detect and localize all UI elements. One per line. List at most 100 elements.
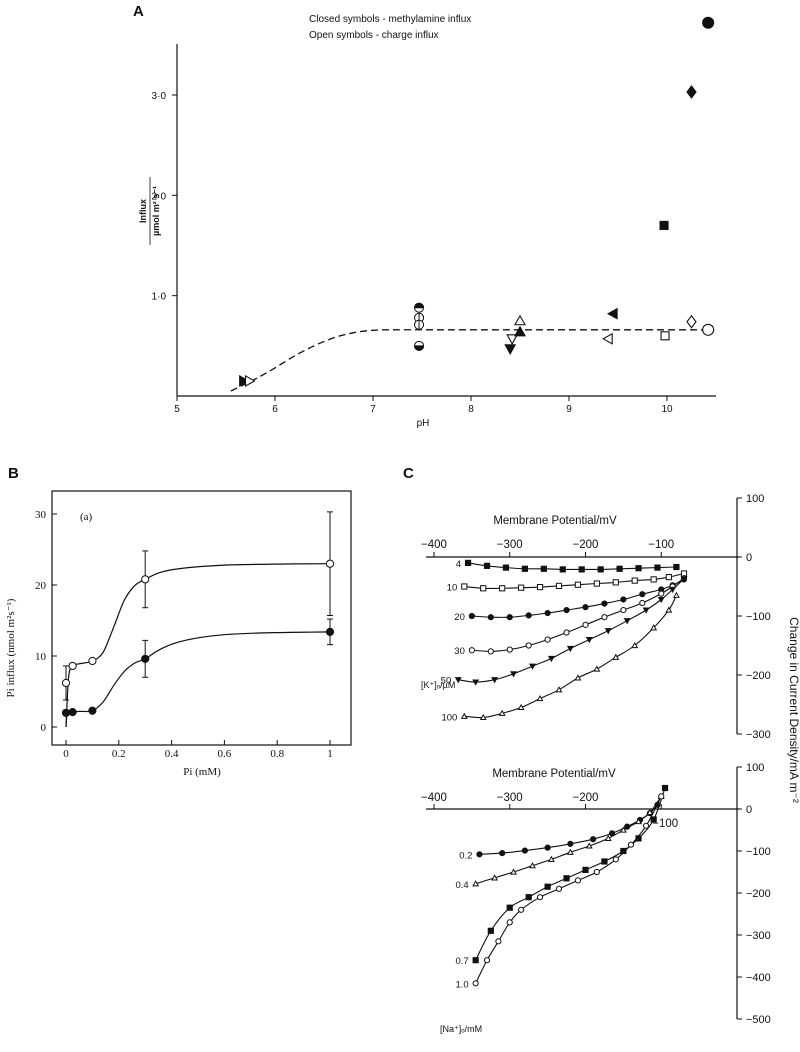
panel-c-bottom-data-point <box>529 862 536 869</box>
panel-b-x-tick-label: 0 <box>63 748 69 760</box>
panel-c-top-data-point <box>582 621 589 628</box>
panel-c-bottom-series-line <box>475 787 666 961</box>
panel-c-bottom-data-point <box>582 866 589 873</box>
panel-c-top-data-point <box>582 604 589 611</box>
panel-c-bottom-data-point <box>544 883 551 890</box>
panel-a-point <box>659 220 669 230</box>
panel-c-top-data-point <box>650 576 657 583</box>
panel-c-bottom-data-point <box>472 880 480 887</box>
panel-c-bottom-data-point <box>491 874 499 881</box>
panel-c-top-data-point <box>612 579 619 586</box>
panel-c-top-data-point <box>464 559 472 566</box>
panel-c-top-data-point <box>620 607 627 614</box>
panel-c-top-data-point <box>631 641 639 649</box>
panel-c-top-data-point <box>536 583 544 591</box>
panel-c-top-data-point <box>665 606 673 613</box>
panel-c-top-data-point <box>529 663 536 670</box>
panel-c-bottom-y-tick-label: −100 <box>746 846 771 858</box>
panel-c-top-data-point <box>521 565 528 572</box>
panel-c-bottom-data-point <box>536 894 544 901</box>
panel-c-top-plot-area: −400 −300 −200 −100 100 0 −100 −200 −300 4 10 20 30 5… <box>421 493 771 741</box>
panel-c-bottom-data-point <box>495 938 502 945</box>
panel-c-top-y-tick-label: −100 <box>746 611 771 623</box>
panel-c-top-data-point <box>616 565 623 572</box>
panel-c-top-series-name: 10 <box>447 583 458 594</box>
panel-c-bottom-data-point <box>555 885 563 892</box>
panel-c-top-data-point <box>601 600 608 607</box>
panel-c-bottom-y-tick-label: −300 <box>746 930 771 942</box>
panel-c-top-data-point <box>499 585 506 592</box>
panel-c-bottom-data-point <box>472 980 479 987</box>
panel-c-top-series-label: [K⁺]ₒ/µM <box>421 680 455 690</box>
panel-c-bottom-data-point <box>483 957 491 964</box>
panel-c-top-data-point <box>593 665 601 672</box>
panel-c-top-data-point <box>612 653 620 660</box>
panel-c-bottom-data-point <box>525 894 532 901</box>
panel-a-x-tick-label: 9 <box>566 404 572 415</box>
panel-a-point <box>239 375 250 387</box>
panel-b-annotation: (a) <box>80 511 93 523</box>
panel-a-y-tick-label: 2·0 <box>152 191 167 202</box>
panel-c-bottom-data-point <box>521 847 529 854</box>
panel-a-point <box>506 334 519 345</box>
panel-c-top-data-point <box>479 713 487 721</box>
panel-c-bottom-data-point <box>619 826 627 833</box>
panel-c-top-data-point <box>631 577 638 584</box>
panel-c-top-data-point <box>574 674 582 681</box>
panel-c-top-data-point <box>487 648 494 655</box>
panel-c: C Membrane Potential/mV −400 −300 −200 −100… <box>403 465 800 1034</box>
panel-c-top-y-tick-label: 0 <box>746 552 752 564</box>
panel-c-top-data-point <box>639 599 646 607</box>
panel-b-y-axis-label: Pi influx (nmol m²s⁻¹) <box>5 598 17 697</box>
panel-c-top-data-point <box>506 614 513 621</box>
panel-a-x-tick-label: 6 <box>272 404 278 415</box>
panel-a-point <box>514 325 526 337</box>
panel-c-top-data-point <box>566 645 574 653</box>
panel-c-top-data-point <box>510 671 517 678</box>
panel-c-top-data-point <box>578 566 585 573</box>
panel-c-top-data-point <box>604 628 612 635</box>
panel-b-y-tick-label: 30 <box>35 509 47 521</box>
panel-c-bottom-data-point <box>567 840 574 847</box>
panel-c-top-data-point <box>654 564 661 571</box>
panel-c-top-series-name: 50 <box>441 676 452 687</box>
panel-c-bottom-data-point <box>566 848 574 855</box>
panel-c-top-data-point <box>525 642 532 649</box>
panel-b-data-point <box>68 707 77 717</box>
panel-a-x-tick-label: 7 <box>370 404 376 415</box>
panel-c-bottom-data-point <box>661 784 669 792</box>
panel-b-data-point <box>88 706 97 715</box>
panel-a-point <box>602 332 613 345</box>
panel-c-top-data-point <box>601 614 608 621</box>
panel-c-bottom-x-tick-label: −400 <box>421 792 447 804</box>
panel-a-point <box>606 307 618 320</box>
panel-c-bottom-data-point <box>585 842 593 849</box>
panel-c-top-data-point <box>483 562 491 569</box>
panel-c-top-data-point <box>555 582 563 590</box>
panel-a-point <box>244 375 256 387</box>
panel-c-bottom-series-label: [Na⁺]ₒ/mM <box>440 1024 482 1034</box>
panel-c-top-data-point <box>487 614 494 621</box>
panel-c-top-data-point <box>536 694 544 702</box>
panel-c-top-data-point <box>597 566 604 573</box>
panel-a-x-tick-label: 10 <box>661 404 673 415</box>
panel-b-x-tick-label: 0.6 <box>218 748 232 760</box>
panel-c-top-data-point <box>642 607 650 614</box>
panel-a-point-half <box>414 345 425 351</box>
panel-c-top-series-line <box>468 562 677 570</box>
panel-b-data-point <box>141 575 150 584</box>
panel-c-top-data-point <box>468 647 475 654</box>
panel-c-bottom-data-point <box>620 847 627 855</box>
panel-c-top-data-point <box>665 573 672 581</box>
panel-c-top-data-point <box>454 677 462 684</box>
panel-c-top-data-point <box>544 609 551 617</box>
panel-c-bottom-data-point <box>646 808 654 815</box>
panel-c-y-axis-label: Change in Current Density/mA m⁻² <box>787 617 800 803</box>
panel-b-data-point <box>88 656 97 666</box>
panel-a-legend-line-2: Open symbols - charge influx <box>309 30 439 41</box>
panel-a-y-label-bottom: µmol m² s⁻¹ <box>151 186 161 236</box>
panel-a-fit-curve <box>230 329 709 392</box>
panel-b-data-point <box>325 627 335 636</box>
panel-c-top-data-point <box>657 596 665 604</box>
